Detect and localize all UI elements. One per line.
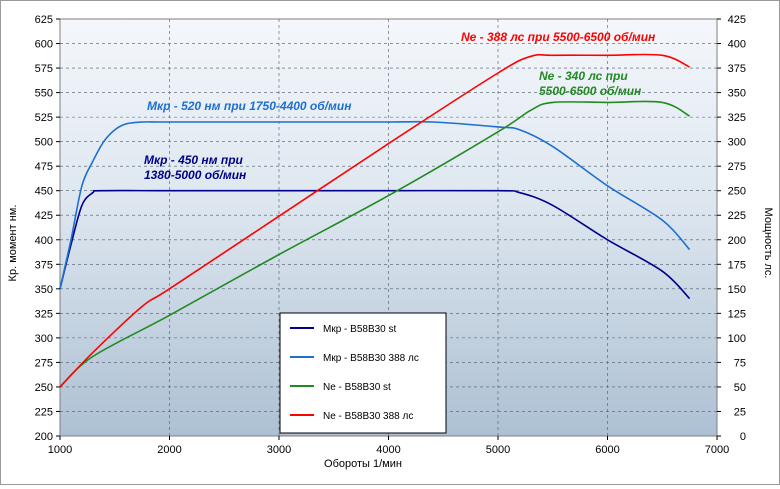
y-right-tick-label: 425 (728, 14, 746, 26)
x-tick-label: 3000 (267, 444, 291, 456)
y-left-tick-label: 350 (35, 284, 53, 296)
y-left-tick-label: 200 (35, 431, 53, 443)
y-right-tick-label: 350 (728, 88, 746, 100)
y-right-tick-label: 400 (728, 39, 746, 51)
x-tick-label: 4000 (376, 444, 400, 456)
y-left-tick-label: 475 (35, 161, 53, 173)
y-right-tick-label: 175 (728, 259, 746, 271)
y-right-tick-label: 200 (728, 235, 746, 247)
y-left-tick-label: 275 (35, 357, 53, 369)
y-right-tick-label: 300 (728, 137, 746, 149)
y-left-tick-label: 300 (35, 333, 53, 345)
series-line-ne-st (59, 100, 691, 388)
y-left-tick-label: 550 (35, 88, 53, 100)
series-line-mkr-st (59, 189, 691, 300)
series-line-mkr-388 (59, 120, 691, 289)
y-right-tick-label: 0 (740, 431, 746, 443)
y-left-tick-label: 375 (35, 259, 53, 271)
legend: Мкр - B58B30 st Мкр - B58B30 388 лс Ne - B… (279, 312, 447, 434)
grid (60, 19, 717, 436)
y-left-tick-label: 575 (35, 63, 53, 75)
y-right-axis-ticks: 0 25 50 75 100 125 150 175 200 225 250 275 300 325 350… (717, 14, 746, 443)
legend-label: Мкр - B58B30 st (323, 324, 397, 335)
y-left-tick-label: 450 (35, 186, 53, 198)
series-line-ne-388 (59, 53, 690, 388)
legend-label: Ne - B58B30 388 лс (323, 411, 413, 422)
x-tick-label: 2000 (157, 444, 181, 456)
legend-box (279, 312, 447, 434)
legend-item-ne-388: Ne - B58B30 388 лс (290, 411, 413, 422)
y-right-tick-label: 250 (728, 186, 746, 198)
y-left-tick-label: 400 (35, 235, 53, 247)
annotation-mkr-520: Мкр - 520 нм при 1750-4400 об/мин (147, 99, 352, 113)
y-right-tick-label: 50 (734, 382, 746, 394)
x-tick-label: 5000 (486, 444, 510, 456)
legend-item-mkr-st: Мкр - B58B30 st (290, 324, 397, 335)
y-right-axis-label: Мощность лс. (762, 208, 774, 279)
y-right-tick-label: 225 (728, 210, 746, 222)
y-right-tick-label: 100 (728, 333, 746, 345)
y-right-tick-label: 75 (734, 357, 746, 369)
y-right-tick-label: 275 (728, 161, 746, 173)
y-right-tick-label: 375 (728, 63, 746, 75)
series-lines (59, 53, 691, 388)
legend-label: Ne - B58B30 st (323, 382, 391, 393)
y-left-axis-label: Кр. момент нм. (7, 205, 19, 282)
x-tick-label: 7000 (705, 444, 729, 456)
x-axis-label: Обороты 1/мин (324, 458, 402, 470)
y-right-tick-label: 125 (728, 308, 746, 320)
y-left-tick-label: 325 (35, 308, 53, 320)
annotation-ne-388: Ne - 388 лс при 5500-6500 об/мин (461, 30, 656, 44)
y-left-tick-label: 225 (35, 406, 53, 418)
legend-item-ne-st: Ne - B58B30 st (290, 382, 391, 393)
y-left-tick-label: 250 (35, 382, 53, 394)
annotations: Ne - 388 лс при 5500-6500 об/мин Ne - 340… (144, 30, 656, 182)
annotation-mkr-450: Мкр - 450 нм при 1380-5000 об/мин (144, 153, 247, 182)
legend-label: Мкр - B58B30 388 лс (323, 353, 419, 364)
y-left-tick-label: 425 (35, 210, 53, 222)
y-right-tick-label: 150 (728, 284, 746, 296)
annotation-ne-340: Ne - 340 лс при 5500-6500 об/мин (539, 69, 642, 98)
y-right-tick-label: 325 (728, 112, 746, 124)
x-tick-label: 1000 (48, 444, 72, 456)
legend-item-mkr-388: Мкр - B58B30 388 лс (290, 353, 419, 364)
x-axis-ticks: 1000 2000 3000 4000 5000 6000 7000 (48, 436, 729, 456)
y-left-tick-label: 525 (35, 112, 53, 124)
x-tick-label: 6000 (595, 444, 619, 456)
y-right-tick-label: 25 (734, 406, 746, 418)
y-left-axis-ticks: 200 225 250 275 300 325 350 375 400 425 450 475 500 5… (35, 14, 60, 443)
y-left-tick-label: 600 (35, 39, 53, 51)
y-left-tick-label: 500 (35, 137, 53, 149)
y-left-tick-label: 625 (35, 14, 53, 26)
